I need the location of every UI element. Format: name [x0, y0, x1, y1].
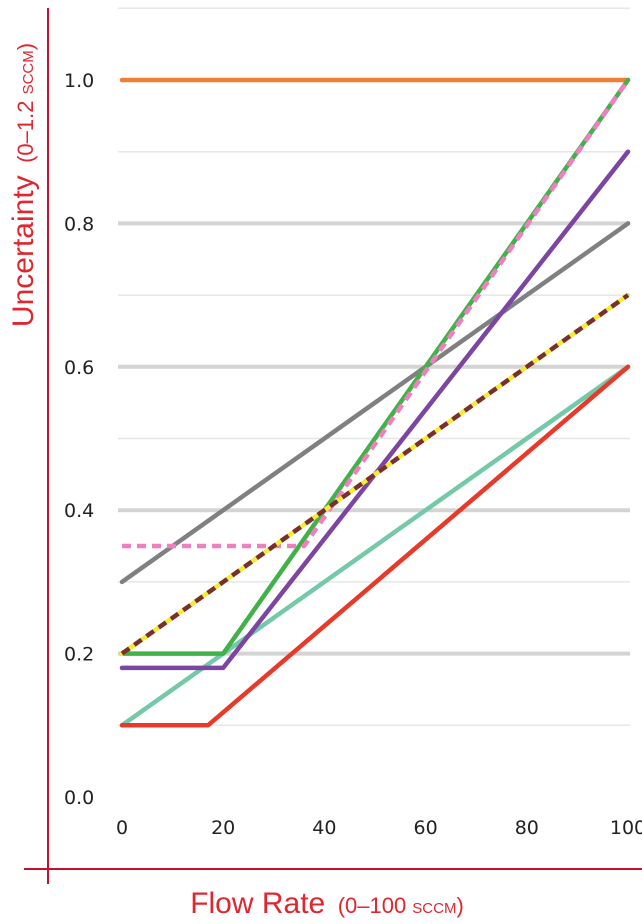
series-line-4: [119, 364, 631, 728]
y-tick-labels: 0.0 0.2 0.4 0.6 0.8 1.0: [64, 70, 94, 809]
x-tick-label: 0: [116, 817, 128, 839]
series-line-9: [120, 293, 630, 656]
y-axis-title-unit: (0–1.2 sccm): [13, 43, 38, 163]
x-axis-title: Flow Rate (0–100 sccm): [190, 887, 464, 920]
y-tick-label: 1.0: [64, 70, 94, 92]
series-lines: [119, 77, 631, 728]
y-axis-title: Uncertainty (0–1.2 sccm): [7, 43, 40, 327]
y-tick-label: 0.4: [64, 500, 94, 522]
series-line-3: [119, 364, 631, 728]
x-axis-title-unit: (0–100 sccm): [338, 893, 464, 918]
y-tick-label: 0.2: [64, 644, 94, 666]
x-axis-title-main: Flow Rate: [190, 887, 325, 920]
y-tick-label: 0.0: [64, 787, 94, 809]
x-tick-label: 20: [211, 817, 235, 839]
y-axis-title-main: Uncertainty: [7, 175, 40, 327]
x-tick-label: 40: [312, 817, 336, 839]
series-line-2: [119, 221, 631, 585]
series-line-5: [119, 149, 631, 671]
y-tick-label: 0.6: [64, 357, 94, 379]
x-tick-labels: 0 20 40 60 80 100: [116, 817, 642, 839]
x-tick-label: 60: [414, 817, 438, 839]
x-tick-label: 100: [610, 817, 642, 839]
series-line-7: [122, 78, 630, 549]
x-tick-label: 80: [515, 817, 539, 839]
y-tick-label: 0.8: [64, 213, 94, 235]
